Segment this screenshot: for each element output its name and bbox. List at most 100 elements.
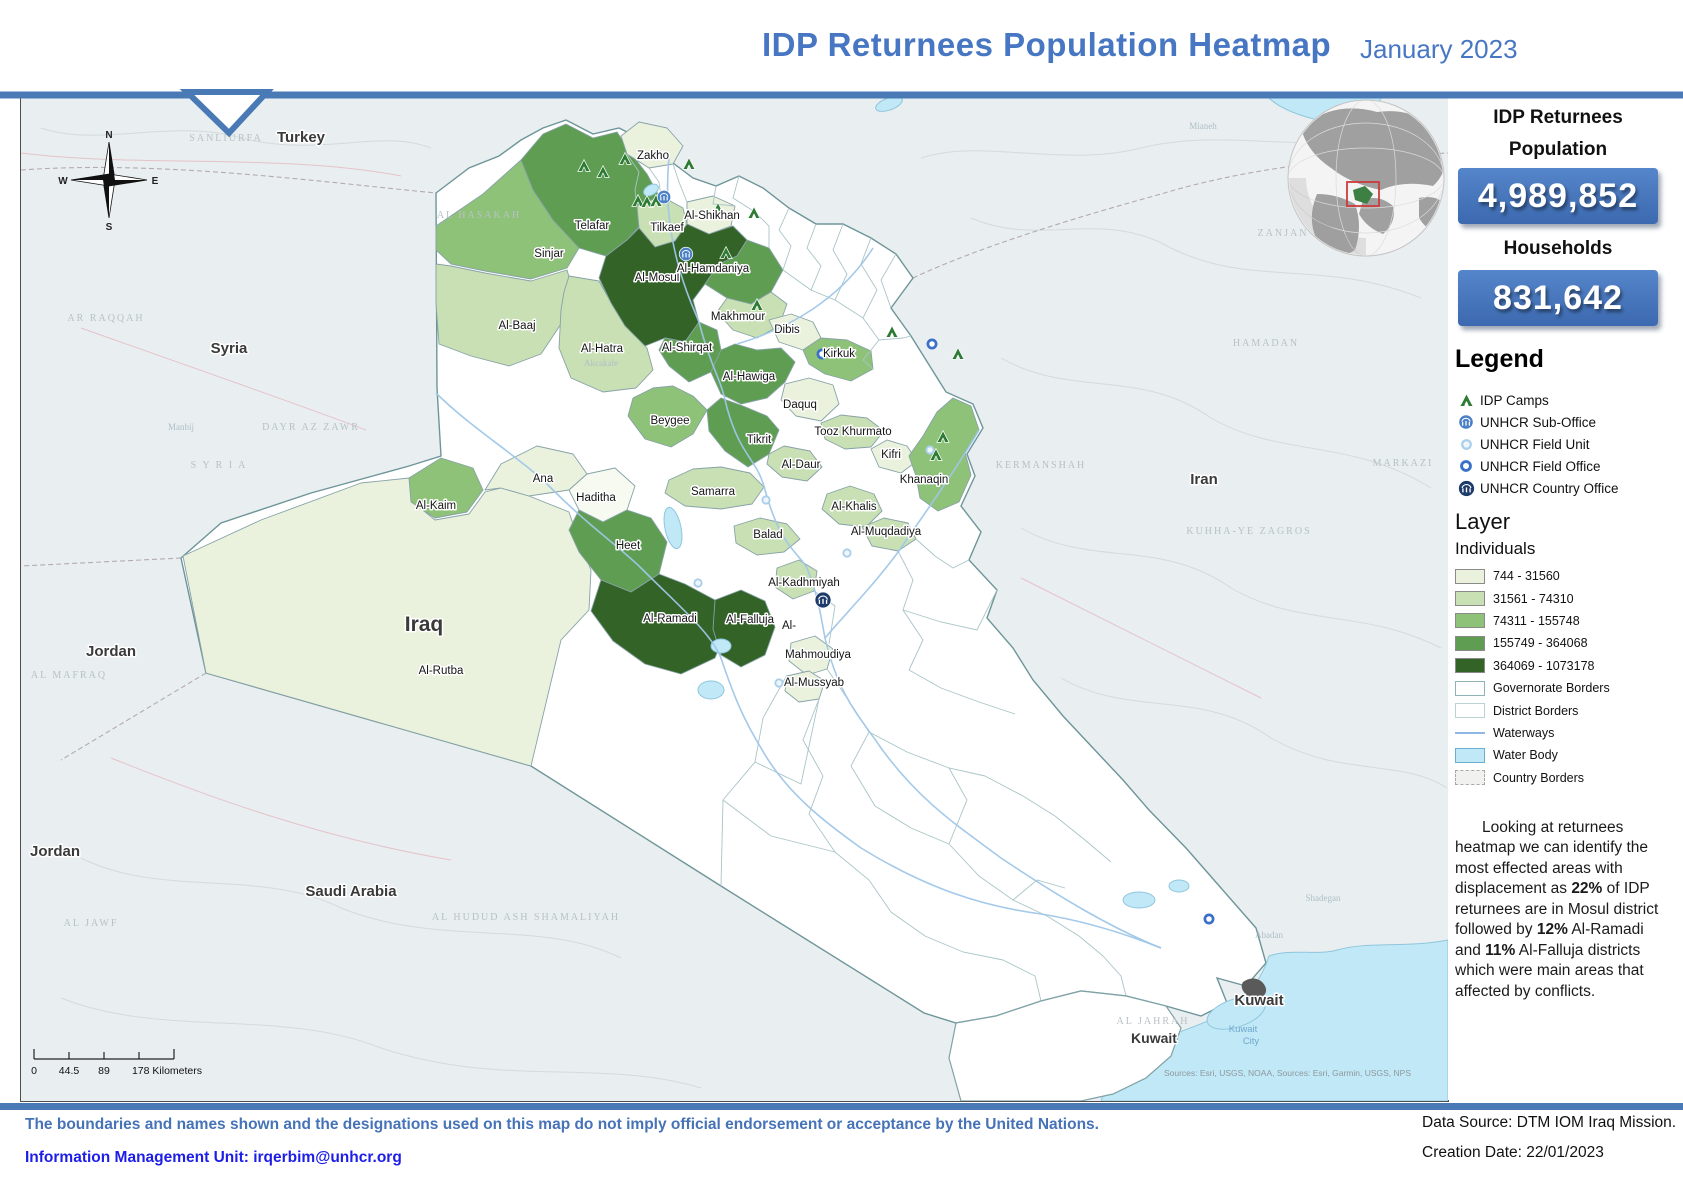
footer-data-source: Data Source: DTM IOM Iraq Mission. [1422, 1114, 1677, 1131]
waterway-line-swatch [1455, 731, 1485, 734]
layer-extra-row: Country Borders [1455, 767, 1677, 789]
layer-title: Layer [1455, 509, 1511, 534]
district-label: Daquq [783, 399, 817, 411]
district-label: Al-Shirqat [662, 342, 713, 354]
class-swatch [1455, 658, 1485, 674]
scale-label: 178 Kilometers [132, 1065, 202, 1077]
district-border-swatch [1455, 703, 1485, 719]
unhcr-field-unit-icon [774, 678, 784, 688]
country-border-swatch [1455, 770, 1485, 786]
unhcr-country-office-icon [814, 591, 832, 609]
footer-creation-date: Creation Date: 22/01/2023 [1422, 1144, 1604, 1161]
unhcr-field-unit-icon [842, 548, 852, 558]
country-label: Syria [211, 340, 248, 357]
country-label: Jordan [30, 843, 80, 860]
legend-item-label: UNHCR Field Office [1480, 458, 1601, 474]
scale-label: 89 [98, 1065, 110, 1077]
district-label: Sinjar [534, 248, 564, 260]
basemap-place-label: Mianeh [1189, 121, 1217, 131]
district-label: Al-Daur [782, 459, 821, 471]
waterways [435, 157, 1162, 949]
basemap-label: AL HASAKAH [437, 210, 521, 221]
layer-extra-label: Governorate Borders [1493, 681, 1610, 696]
note-text: Looking at returnees heatmap we can iden… [1455, 819, 1649, 898]
country-label: Turkey [277, 129, 326, 146]
basemap-label: HAMADAN [1233, 338, 1299, 349]
note-text: 22% [1571, 880, 1603, 898]
map-date: January 2023 [1360, 34, 1518, 64]
note-text: Al-Ramadi and [1455, 921, 1644, 959]
legend-item-label: UNHCR Country Office [1480, 480, 1619, 496]
legend-item: UNHCR Field Unit [1455, 433, 1677, 455]
country-labels: Turkey Syria Iraq Jordan Jordan Saudi Arabia I… [28, 128, 1285, 1048]
class-range-label: 744 - 31560 [1493, 569, 1560, 584]
district-label: Al-Hatra [581, 343, 624, 355]
district-choropleth [182, 121, 980, 767]
district-label: Al-Baaj [498, 320, 535, 332]
compass-e: E [152, 176, 159, 187]
households-label: Households [1503, 238, 1613, 259]
basemap-label: DAYR AZ ZAWR [262, 422, 360, 433]
water-label: City [1243, 1036, 1260, 1047]
choropleth-classes: 744 - 31560 31561 - 74310 74311 - 155748 15… [1455, 565, 1677, 789]
population-stat-box: 4,989,852 [1458, 168, 1658, 224]
households-value: 831,642 [1493, 278, 1623, 317]
legend-item: IDP Camps [1455, 389, 1677, 411]
unhcr-field-office-icon [1455, 459, 1477, 473]
stats-title-line1: IDP Returnees [1493, 107, 1623, 128]
class-range-label: 155749 - 364068 [1493, 636, 1588, 651]
basemap-label: AR RAQQAH [67, 313, 144, 324]
legend-item-label: UNHCR Field Unit [1480, 436, 1590, 452]
district-label: Al-Mosul [635, 272, 680, 284]
compass-n: N [105, 130, 112, 141]
unhcr-sub-office-icon [1455, 414, 1477, 430]
basemap-label: S Y R I A [191, 460, 248, 471]
layer-extra-label: District Borders [1493, 703, 1579, 718]
analysis-note: Looking at returnees heatmap we can iden… [1455, 818, 1667, 1002]
district-label: Kirkuk [823, 348, 855, 360]
district-label: Telafar [575, 220, 610, 232]
scale-label: 0 [31, 1065, 37, 1077]
layer-extra-row: Governorate Borders [1455, 677, 1677, 699]
unhcr-sub-office-icon [656, 189, 672, 205]
class-swatch [1455, 591, 1485, 607]
legend-items: IDP Camps UNHCR Sub-Office UNHCR Field Uni… [1455, 389, 1677, 499]
basemap-place-label: Abadan [1255, 930, 1283, 940]
legend-item: UNHCR Sub-Office [1455, 411, 1677, 433]
legend-item: UNHCR Country Office [1455, 477, 1677, 499]
district-label: Al-Muqdadiya [851, 526, 922, 538]
water-bodies [643, 96, 1449, 1102]
district-label: Al-Falluja [726, 614, 775, 626]
basemap-place-label: Manbij [168, 422, 194, 432]
compass-s: S [106, 222, 113, 233]
note-text: of IDP returnees are in Mosul district f… [1455, 880, 1659, 939]
district-label: Al- [782, 620, 796, 632]
district-label: Makhmour [711, 311, 765, 323]
population-value: 4,989,852 [1477, 176, 1639, 215]
note-text: 11% [1485, 941, 1516, 959]
country-label: Jordan [86, 643, 136, 660]
country-label: Saudi Arabia [305, 883, 397, 900]
footer-disclaimer: The boundaries and names shown and the d… [25, 1116, 1099, 1133]
district-label: Al-Ramadi [643, 613, 697, 625]
water-body-swatch [1455, 747, 1485, 763]
unhcr-country-office-icon [1455, 479, 1477, 497]
scale-bar [33, 1049, 175, 1060]
legend-item-label: UNHCR Sub-Office [1480, 414, 1597, 430]
basemap-label: AL JAWF [64, 918, 119, 929]
district-label: Tilkaef [650, 222, 684, 234]
unhcr-field-unit-icon [693, 578, 703, 588]
district-label: Haditha [576, 492, 616, 504]
unhcr-field-unit-icon [1455, 438, 1477, 451]
layer-extra-row: District Borders [1455, 699, 1677, 721]
country-label: Kuwait [1234, 992, 1283, 1009]
district-label: Al-Shikhan [684, 210, 740, 222]
class-row: 31561 - 74310 [1455, 587, 1677, 609]
page-title: IDP Returnees Population Heatmap [762, 26, 1332, 63]
country-label: Iraq [405, 613, 444, 636]
district-label: Mahmoudiya [785, 649, 851, 661]
basemap-place-label: Shadegan [1306, 893, 1341, 903]
footer-divider [0, 1103, 1683, 1110]
basemap-label: MARKAZI [1373, 458, 1434, 469]
map-canvas: N E S W 0 44.5 89 178 Kilometers Sources: E… [20, 96, 1449, 1102]
